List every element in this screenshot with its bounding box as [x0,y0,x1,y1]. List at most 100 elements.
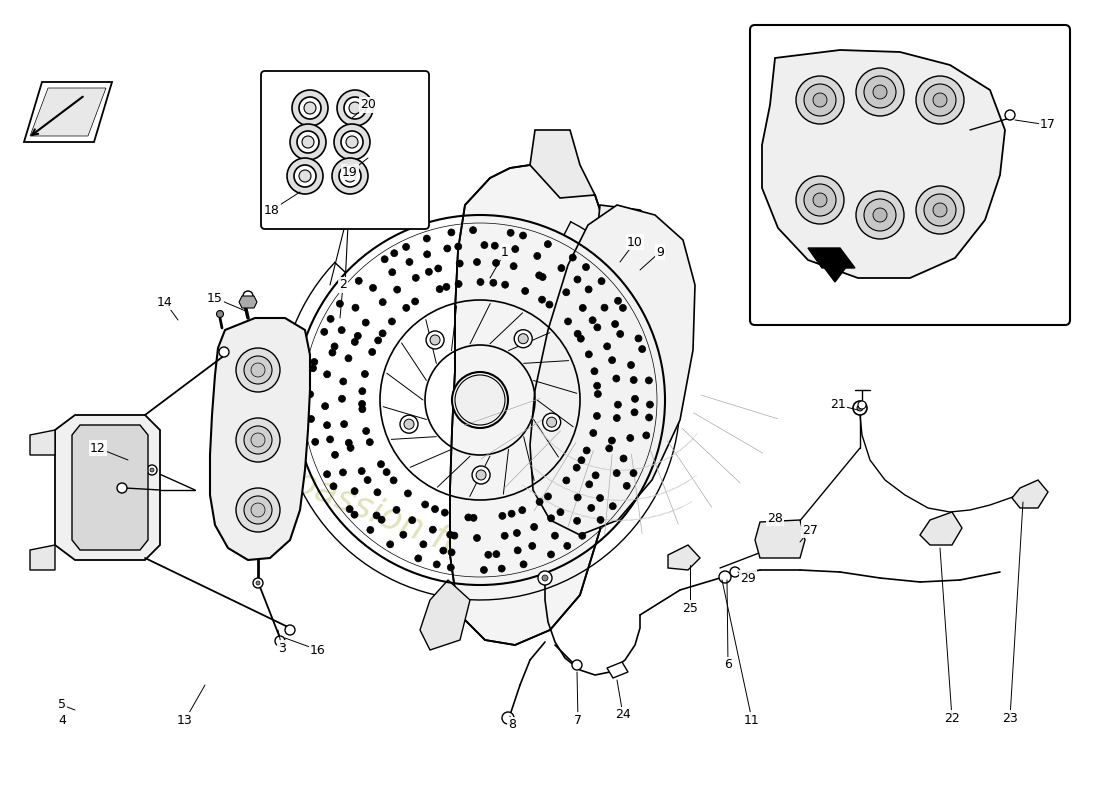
Circle shape [856,191,904,239]
Circle shape [359,388,366,394]
Circle shape [542,575,548,581]
Circle shape [404,419,414,429]
Circle shape [275,636,285,646]
Circle shape [433,561,440,568]
Circle shape [916,186,964,234]
Polygon shape [820,262,850,282]
Circle shape [344,97,366,119]
Circle shape [551,532,559,539]
Circle shape [351,338,359,346]
Circle shape [323,422,331,429]
Circle shape [241,298,249,306]
Circle shape [613,470,620,477]
Circle shape [431,506,439,513]
Circle shape [933,93,947,107]
Text: 25: 25 [682,602,697,614]
Circle shape [631,395,638,402]
Circle shape [518,334,528,344]
Circle shape [578,335,584,342]
Circle shape [615,401,622,408]
Circle shape [617,330,624,338]
Circle shape [796,76,844,124]
Text: a passion for parts: a passion for parts [257,451,583,609]
Circle shape [426,268,432,275]
Text: 12: 12 [90,442,106,454]
FancyBboxPatch shape [261,71,429,229]
Circle shape [379,330,386,337]
Polygon shape [530,130,595,198]
Text: 14: 14 [157,295,173,309]
Polygon shape [607,662,628,678]
Circle shape [400,415,418,433]
Circle shape [542,413,561,431]
Circle shape [646,377,652,384]
Circle shape [332,158,368,194]
Circle shape [370,284,376,291]
Polygon shape [762,50,1005,278]
Circle shape [813,193,827,207]
Text: 2: 2 [339,278,346,291]
Circle shape [596,494,604,502]
Circle shape [334,124,370,160]
Circle shape [490,279,497,286]
Circle shape [308,415,315,422]
Circle shape [620,455,627,462]
Circle shape [150,468,154,472]
Circle shape [399,531,407,538]
Circle shape [403,243,409,250]
Circle shape [251,363,265,377]
Circle shape [373,512,381,519]
Circle shape [510,262,517,270]
Circle shape [530,523,538,530]
Circle shape [447,531,453,538]
Text: 18: 18 [264,203,279,217]
Circle shape [583,447,591,454]
Circle shape [411,298,419,305]
Circle shape [236,418,280,462]
Circle shape [346,506,353,513]
Circle shape [321,402,329,410]
Circle shape [493,550,499,558]
Circle shape [374,489,381,496]
Circle shape [512,246,519,253]
Circle shape [1005,110,1015,120]
Circle shape [359,406,366,413]
Circle shape [378,516,385,523]
Circle shape [424,250,430,258]
Circle shape [856,68,904,116]
Circle shape [352,304,359,311]
Text: 3: 3 [278,642,286,654]
Circle shape [243,291,253,301]
Circle shape [502,712,514,724]
Circle shape [630,377,637,383]
Circle shape [340,469,346,476]
Circle shape [590,430,597,437]
Circle shape [437,286,443,293]
Circle shape [472,466,491,484]
Circle shape [364,477,371,483]
Polygon shape [30,88,106,136]
Polygon shape [72,425,148,550]
Circle shape [598,278,605,285]
Circle shape [557,509,564,516]
Circle shape [345,354,352,362]
Circle shape [858,401,866,409]
Circle shape [548,514,554,522]
Text: 17: 17 [1041,118,1056,131]
Text: 6: 6 [724,658,732,671]
Circle shape [455,281,462,287]
Circle shape [558,265,565,272]
Circle shape [362,370,369,378]
Circle shape [292,90,328,126]
Polygon shape [595,205,672,335]
Circle shape [519,232,527,239]
Circle shape [612,321,618,327]
FancyBboxPatch shape [750,25,1070,325]
Circle shape [368,349,376,355]
Circle shape [236,348,280,392]
Text: 1: 1 [502,246,509,258]
Circle shape [580,304,586,311]
Circle shape [579,532,586,539]
Text: 5: 5 [58,698,66,711]
Circle shape [351,511,358,518]
